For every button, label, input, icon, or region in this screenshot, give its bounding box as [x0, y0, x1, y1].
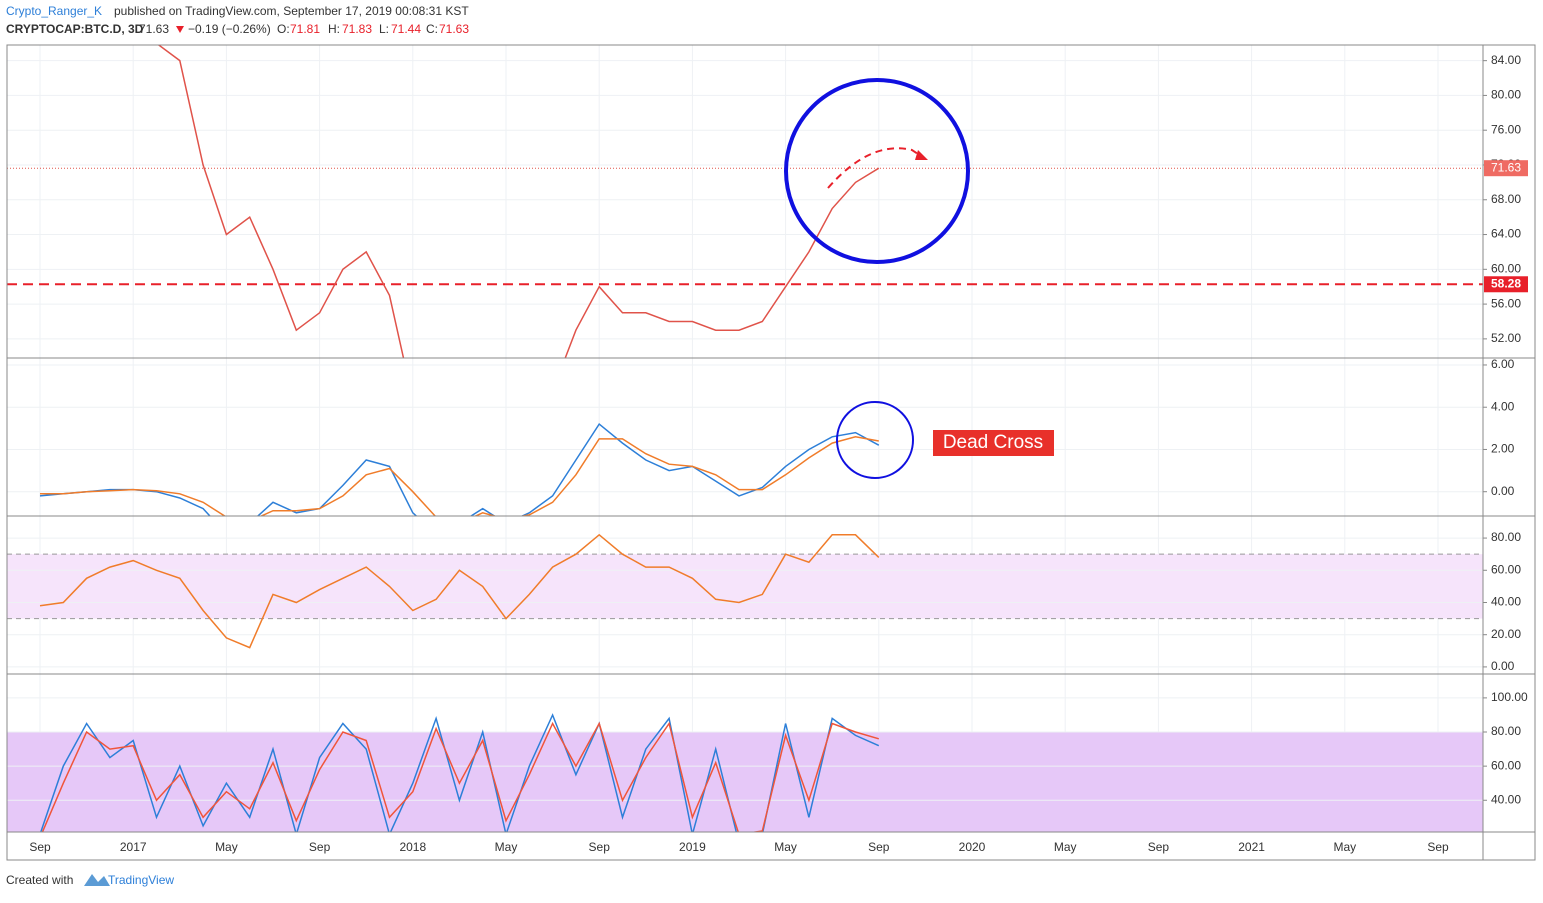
- y-tick-label: 60.00: [1491, 261, 1521, 275]
- symbol: CRYPTOCAP:BTC.D, 3D: [6, 22, 144, 36]
- footer-text: Created with: [6, 873, 73, 887]
- y-tick-label: 40.00: [1491, 792, 1521, 806]
- last: 71.63: [139, 22, 169, 36]
- x-tick-label: Sep: [309, 840, 331, 854]
- frame: [6, 44, 1536, 861]
- x-tick-label: Sep: [1148, 840, 1170, 854]
- annotation-box: [933, 430, 1054, 456]
- highlight-circle: [784, 78, 970, 264]
- annotation: Dead Cross: [943, 432, 1043, 453]
- x-tick-label: 2017: [120, 840, 147, 854]
- y-tick-label: 56.00: [1491, 296, 1521, 310]
- band: [7, 732, 1483, 832]
- series-line: [39, 422, 880, 516]
- x-tick-label: Sep: [589, 840, 611, 854]
- series-line: [157, 45, 880, 358]
- series-line: [41, 721, 880, 832]
- y-tick-label: 0.00: [1491, 659, 1515, 673]
- x-tick-label: May: [215, 840, 238, 854]
- y-tick-label: 40.00: [1491, 595, 1521, 609]
- down-arrow: [176, 26, 184, 33]
- series-line: [40, 436, 879, 516]
- x-tick-label: 2020: [959, 840, 986, 854]
- x-tick-label: Sep: [868, 840, 890, 854]
- x-tick-label: 2021: [1238, 840, 1265, 854]
- close-label: C:: [426, 22, 438, 36]
- x-tick-label: May: [774, 840, 797, 854]
- pane: [7, 45, 1483, 358]
- y-tick-label: 80.00: [1491, 724, 1521, 738]
- y-tick-label: 68.00: [1491, 192, 1521, 206]
- tv-logo: [84, 874, 110, 886]
- low: 71.44: [391, 22, 421, 36]
- y-tick-label: 76.00: [1491, 122, 1521, 136]
- forecast-arrow: [827, 147, 925, 189]
- y-tick-label: 100.00: [1491, 690, 1528, 704]
- high-label: H:: [328, 22, 340, 36]
- y-tick-label: 84.00: [1491, 53, 1521, 67]
- y-tick-label: 80.00: [1491, 530, 1521, 544]
- author[interactable]: Crypto_Ranger_K: [6, 4, 102, 18]
- close: 71.63: [439, 22, 469, 36]
- series-line: [40, 713, 880, 832]
- x-tick-label: 2018: [399, 840, 426, 854]
- pane: [7, 364, 1483, 516]
- y-tick-label: 52.00: [1491, 331, 1521, 345]
- low-label: L:: [379, 22, 389, 36]
- y-tick-label: 80.00: [1491, 88, 1521, 102]
- open-label: O:: [277, 22, 290, 36]
- x-tick-label: Sep: [29, 840, 51, 854]
- y-tick-label: 20.00: [1491, 627, 1521, 641]
- band: [7, 554, 1483, 619]
- change: −0.19 (−0.26%): [188, 22, 271, 36]
- grid: [39, 45, 1439, 832]
- high: 71.83: [342, 22, 372, 36]
- series-line: [39, 533, 880, 649]
- y-tick-label: 4.00: [1491, 399, 1515, 413]
- x-tick-label: May: [1333, 840, 1356, 854]
- x-tick-label: Sep: [1427, 840, 1449, 854]
- x-tick-label: 2019: [679, 840, 706, 854]
- footer-brand[interactable]: TradingView: [108, 873, 174, 887]
- y-tick-label: 6.00: [1491, 357, 1515, 371]
- y-tick-label: 60.00: [1491, 758, 1521, 772]
- level-box: [1484, 276, 1528, 293]
- open: 71.81: [290, 22, 320, 36]
- pane: [7, 533, 1483, 668]
- x-tick-label: May: [495, 840, 518, 854]
- y-tick-label: 64.00: [1491, 227, 1521, 241]
- level-label: 58.28: [1491, 276, 1521, 290]
- pane: [7, 697, 1483, 832]
- y-tick-label: 2.00: [1491, 442, 1515, 456]
- highlight-circle: [836, 401, 914, 479]
- last-price-box: [1484, 160, 1528, 177]
- marks: [7, 45, 1483, 832]
- y-tick-label: 0.00: [1491, 484, 1515, 498]
- y-tick-label: 60.00: [1491, 562, 1521, 576]
- published: published on TradingView.com, September …: [114, 4, 469, 18]
- last-price-label: 71.63: [1491, 160, 1521, 174]
- x-tick-label: May: [1054, 840, 1077, 854]
- arrow-head: [915, 150, 928, 160]
